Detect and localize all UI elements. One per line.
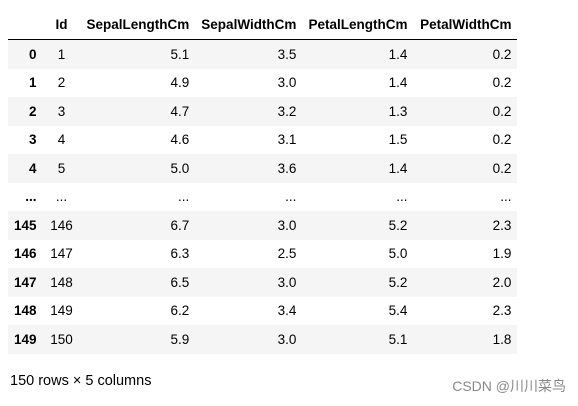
cell-petal-length: 1.4: [388, 46, 408, 62]
cell-id: 150: [50, 331, 73, 347]
table-row: 4 5 5.0 3.6 1.4 0.2: [8, 154, 518, 183]
table-row-ellipsis: ... ... ... ... ... ...: [8, 182, 518, 211]
dataframe-shape-label: 150 rows × 5 columns: [10, 373, 152, 389]
cell-petal-length: 1.3: [388, 103, 408, 119]
cell-petal-width: ...: [500, 189, 512, 204]
cell-sepal-width: 3.6: [277, 160, 297, 176]
column-header-sepal-length: SepalLengthCm: [80, 10, 196, 40]
column-header-petal-width: PetalWidthCm: [413, 10, 518, 40]
cell-id: 146: [50, 217, 73, 233]
cell-petal-width: 1.9: [492, 246, 512, 261]
table-row: 146 147 6.3 2.5 5.0 1.9: [8, 239, 518, 268]
cell-sepal-length: 5.1: [170, 46, 190, 62]
row-index: 1: [29, 75, 37, 90]
cell-id: 149: [50, 303, 73, 318]
cell-sepal-width: 3.0: [277, 217, 297, 233]
cell-petal-length: 1.5: [388, 132, 408, 147]
cell-sepal-length: 6.7: [170, 217, 190, 233]
row-index: 149: [14, 331, 37, 347]
cell-petal-length: 5.2: [388, 217, 408, 233]
cell-id: 147: [50, 246, 73, 261]
cell-sepal-length: 4.6: [170, 132, 190, 147]
cell-petal-length: 5.0: [388, 246, 408, 261]
cell-sepal-length: 4.7: [170, 103, 190, 119]
cell-sepal-length: 5.9: [170, 331, 190, 347]
table-row: 149 150 5.9 3.0 5.1 1.8: [8, 325, 518, 354]
row-index: ...: [25, 189, 37, 204]
row-index: 146: [14, 246, 37, 261]
cell-petal-length: 5.1: [388, 331, 408, 347]
table-row: 147 148 6.5 3.0 5.2 2.0: [8, 268, 518, 297]
dataframe-table: Id SepalLengthCm SepalWidthCm PetalLengt…: [8, 10, 518, 354]
column-header-sepal-width: SepalWidthCm: [195, 10, 303, 40]
row-index: 4: [29, 160, 37, 176]
cell-sepal-width: 3.5: [277, 46, 297, 62]
cell-petal-width: 0.2: [492, 160, 512, 176]
table-row: 2 3 4.7 3.2 1.3 0.2: [8, 97, 518, 126]
cell-petal-length: 1.4: [388, 75, 408, 90]
cell-id: 148: [50, 274, 73, 290]
cell-petal-width: 0.2: [492, 75, 512, 90]
cell-sepal-length: 5.0: [170, 160, 190, 176]
cell-petal-width: 0.2: [492, 103, 512, 119]
cell-sepal-length: 6.2: [170, 303, 190, 318]
cell-sepal-width: 3.2: [277, 103, 297, 119]
cell-id: ...: [55, 189, 68, 204]
cell-sepal-width: 3.1: [277, 132, 297, 147]
cell-sepal-length: 6.3: [170, 246, 190, 261]
cell-id: 3: [57, 103, 66, 119]
cell-sepal-length: 6.5: [170, 274, 190, 290]
header-row: Id SepalLengthCm SepalWidthCm PetalLengt…: [8, 10, 518, 40]
column-header-petal-length: PetalLengthCm: [302, 10, 414, 40]
row-index: 148: [14, 303, 37, 318]
cell-sepal-width: 3.4: [277, 303, 297, 318]
table-row: 148 149 6.2 3.4 5.4 2.3: [8, 296, 518, 325]
cell-id: 2: [57, 75, 66, 90]
cell-petal-length: 1.4: [388, 160, 408, 176]
row-index: 147: [14, 274, 37, 290]
cell-petal-length: 5.4: [388, 303, 408, 318]
cell-petal-width: 0.2: [492, 132, 512, 147]
cell-petal-width: 1.8: [492, 331, 512, 347]
row-index: 2: [29, 103, 37, 119]
cell-sepal-length: 4.9: [170, 75, 190, 90]
cell-id: 5: [57, 160, 66, 176]
table-row: 145 146 6.7 3.0 5.2 2.3: [8, 211, 518, 240]
cell-sepal-width: 3.0: [277, 75, 297, 90]
watermark: CSDN @川川菜鸟: [452, 378, 566, 394]
column-header-id: Id: [42, 10, 81, 40]
cell-id: 4: [57, 132, 66, 147]
cell-sepal-width: ...: [285, 189, 297, 204]
table-row: 3 4 4.6 3.1 1.5 0.2: [8, 125, 518, 154]
cell-petal-length: ...: [396, 189, 408, 204]
row-index: 145: [14, 217, 37, 233]
table-row: 1 2 4.9 3.0 1.4 0.2: [8, 68, 518, 97]
dataframe-output: Id SepalLengthCm SepalWidthCm PetalLengt…: [8, 10, 518, 354]
cell-petal-width: 0.2: [492, 46, 512, 62]
cell-sepal-width: 3.0: [277, 331, 297, 347]
cell-petal-width: 2.3: [492, 303, 512, 318]
row-index: 0: [29, 46, 37, 62]
cell-id: 1: [57, 46, 66, 62]
cell-sepal-width: 3.0: [277, 274, 297, 290]
cell-petal-width: 2.3: [492, 217, 512, 233]
cell-sepal-length: ...: [178, 189, 190, 204]
cell-petal-length: 5.2: [388, 274, 408, 290]
index-header: [8, 10, 43, 40]
table-row: 0 1 5.1 3.5 1.4 0.2: [8, 39, 518, 69]
cell-petal-width: 2.0: [492, 274, 512, 290]
cell-sepal-width: 2.5: [277, 246, 297, 261]
row-index: 3: [29, 132, 37, 147]
